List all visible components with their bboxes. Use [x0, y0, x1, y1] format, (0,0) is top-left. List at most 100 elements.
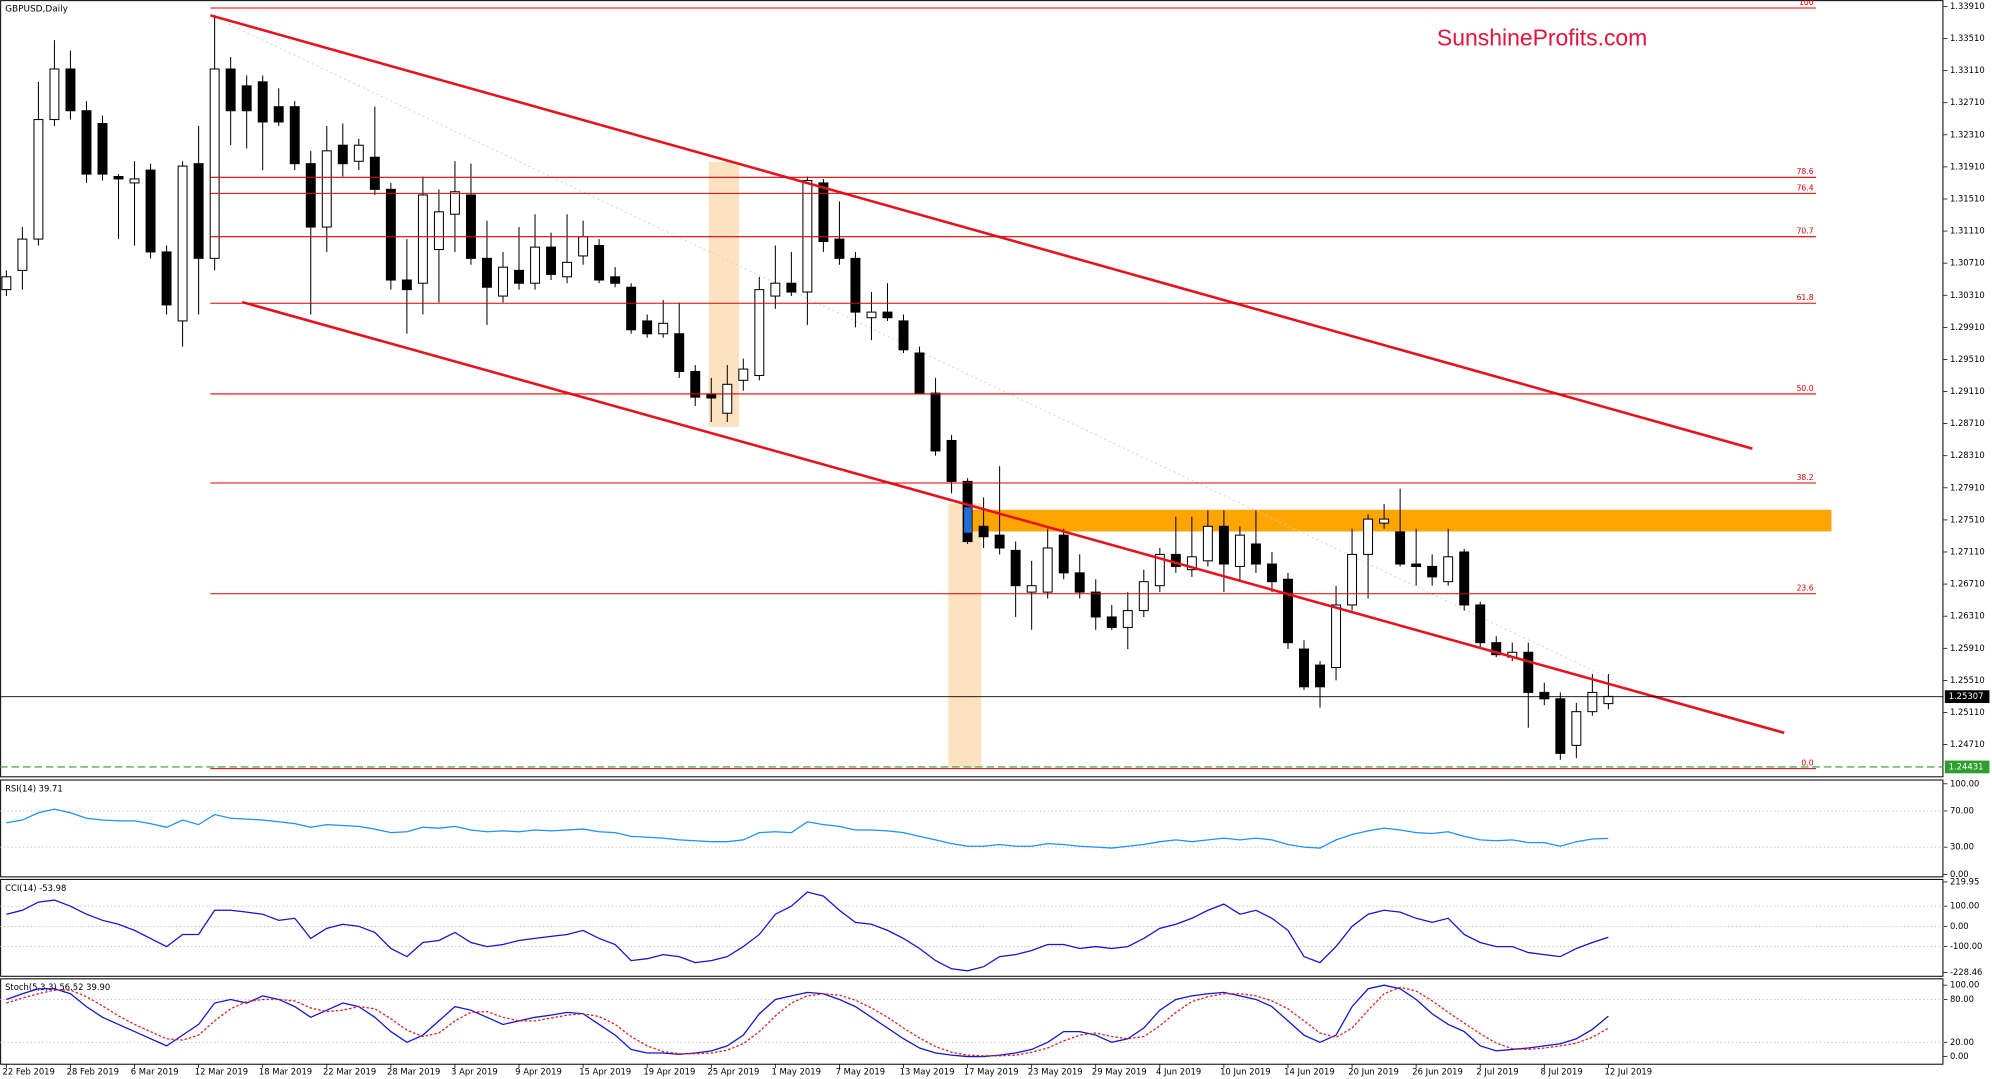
candle-body [562, 261, 573, 278]
candle-body [177, 165, 188, 322]
x-tick-label: 14 Jun 2019 [1284, 1066, 1335, 1076]
y-tick-label: -100.00 [1950, 941, 1982, 951]
x-tick-label: 22 Feb 2019 [3, 1066, 55, 1076]
candle-body [834, 238, 845, 259]
candle-body [1074, 572, 1085, 593]
candle-body [1331, 604, 1342, 669]
candle-body [722, 383, 733, 414]
y-tick-label: 1.25510 [1950, 675, 1985, 685]
candle-body [946, 439, 957, 482]
chart-title: GBPUSD,Daily [5, 4, 68, 14]
candle-body [706, 393, 717, 399]
y-tick-label: 1.29910 [1950, 322, 1985, 332]
y-tick-label: 1.33910 [1950, 1, 1985, 11]
candle-body [594, 245, 605, 281]
indicator-line [6, 891, 1609, 972]
candle-body [1122, 610, 1133, 628]
y-tick-label: 1.25110 [1950, 707, 1985, 717]
candle-body [385, 188, 396, 281]
candle-body [1090, 591, 1101, 618]
candle-body [113, 176, 124, 180]
marker [964, 507, 972, 533]
x-tick-label: 28 Feb 2019 [67, 1066, 119, 1076]
candle-body [209, 68, 220, 259]
main-pane [0, 0, 1944, 778]
candle-body [1475, 604, 1486, 644]
y-tick-label: 1.27110 [1950, 546, 1985, 556]
highlight-zone [708, 161, 740, 427]
x-tick-label: 7 May 2019 [836, 1066, 885, 1076]
x-tick-label: 8 Jul 2019 [1540, 1066, 1582, 1076]
candle-body [658, 322, 669, 335]
candle-body [1395, 531, 1406, 565]
candle-body [930, 392, 941, 452]
y-tick-label: 1.29510 [1950, 354, 1985, 364]
y-tick-label: 30.00 [1950, 842, 1974, 852]
candle-body [1491, 642, 1502, 656]
x-tick-label: 22 Mar 2019 [323, 1066, 376, 1076]
candle-body [33, 119, 44, 240]
fib-label: 100 [1799, 0, 1814, 7]
channel-lower [241, 300, 1785, 735]
dotted-trendline [210, 14, 1645, 695]
y-tick-label: 0.00 [1950, 869, 1969, 879]
candle-body [978, 525, 989, 538]
candle-body [225, 68, 236, 112]
candle-body [257, 81, 268, 123]
y-tick-label: 70.00 [1950, 805, 1974, 815]
candle-body [1234, 534, 1245, 567]
candle-body [514, 269, 524, 284]
price-box [1944, 690, 1990, 704]
y-tick-label: 1.33510 [1950, 33, 1985, 43]
rsi-pane [0, 779, 1944, 878]
candle-body [289, 106, 300, 165]
y-tick-label: 1.31910 [1950, 161, 1985, 171]
fib-label: 76.4 [1797, 183, 1814, 192]
y-tick-label: 1.30710 [1950, 258, 1985, 268]
candle-body [369, 156, 380, 190]
indicator-label: RSI(14) 39.71 [5, 783, 63, 793]
x-tick-label: 28 Mar 2019 [387, 1066, 440, 1076]
x-tick-label: 19 Apr 2019 [643, 1066, 695, 1076]
candle-body [642, 320, 653, 335]
x-tick-label: 25 Apr 2019 [707, 1066, 759, 1076]
current-price-label: 1.25307 [1949, 691, 1984, 701]
candle-body [786, 282, 797, 293]
candle-body [417, 194, 428, 284]
stoch-pane [0, 978, 1944, 1065]
candle-body [273, 106, 284, 123]
y-tick-label: 0.00 [1950, 921, 1969, 931]
candle-body [754, 289, 765, 376]
candle-body [1299, 648, 1309, 688]
indicator-line [6, 986, 1609, 1057]
x-tick-label: 6 Mar 2019 [131, 1066, 179, 1076]
y-tick-label: 1.33110 [1950, 65, 1985, 75]
candle-body [1154, 553, 1165, 587]
y-tick-label: 1.32310 [1950, 129, 1985, 139]
candle-body [1266, 563, 1277, 583]
price-box [1944, 760, 1990, 774]
candle-body [145, 169, 156, 253]
indicator-line [6, 984, 1609, 1058]
x-tick-label: 12 Mar 2019 [195, 1066, 248, 1076]
candle-body [321, 150, 332, 228]
y-tick-label: 0.00 [1950, 1051, 1969, 1061]
candle-body [305, 163, 316, 228]
y-tick-label: 100.00 [1950, 778, 1979, 788]
candle-body [1042, 547, 1053, 593]
x-tick-label: 13 May 2019 [900, 1066, 955, 1076]
candle-body [129, 178, 140, 184]
candle-body [498, 266, 508, 297]
x-tick-label: 23 May 2019 [1028, 1066, 1083, 1076]
fib-label: 78.6 [1797, 167, 1814, 176]
candle-body [49, 68, 60, 121]
x-tick-label: 20 Jun 2019 [1348, 1066, 1399, 1076]
y-tick-label: 1.28710 [1950, 418, 1985, 428]
candle-body [1523, 651, 1534, 693]
candle-body [1138, 581, 1149, 612]
candle-body [866, 311, 877, 319]
candle-body [353, 144, 364, 162]
x-tick-label: 2 Jul 2019 [1476, 1066, 1518, 1076]
candle-body [1315, 664, 1325, 688]
candle-body [770, 282, 781, 297]
